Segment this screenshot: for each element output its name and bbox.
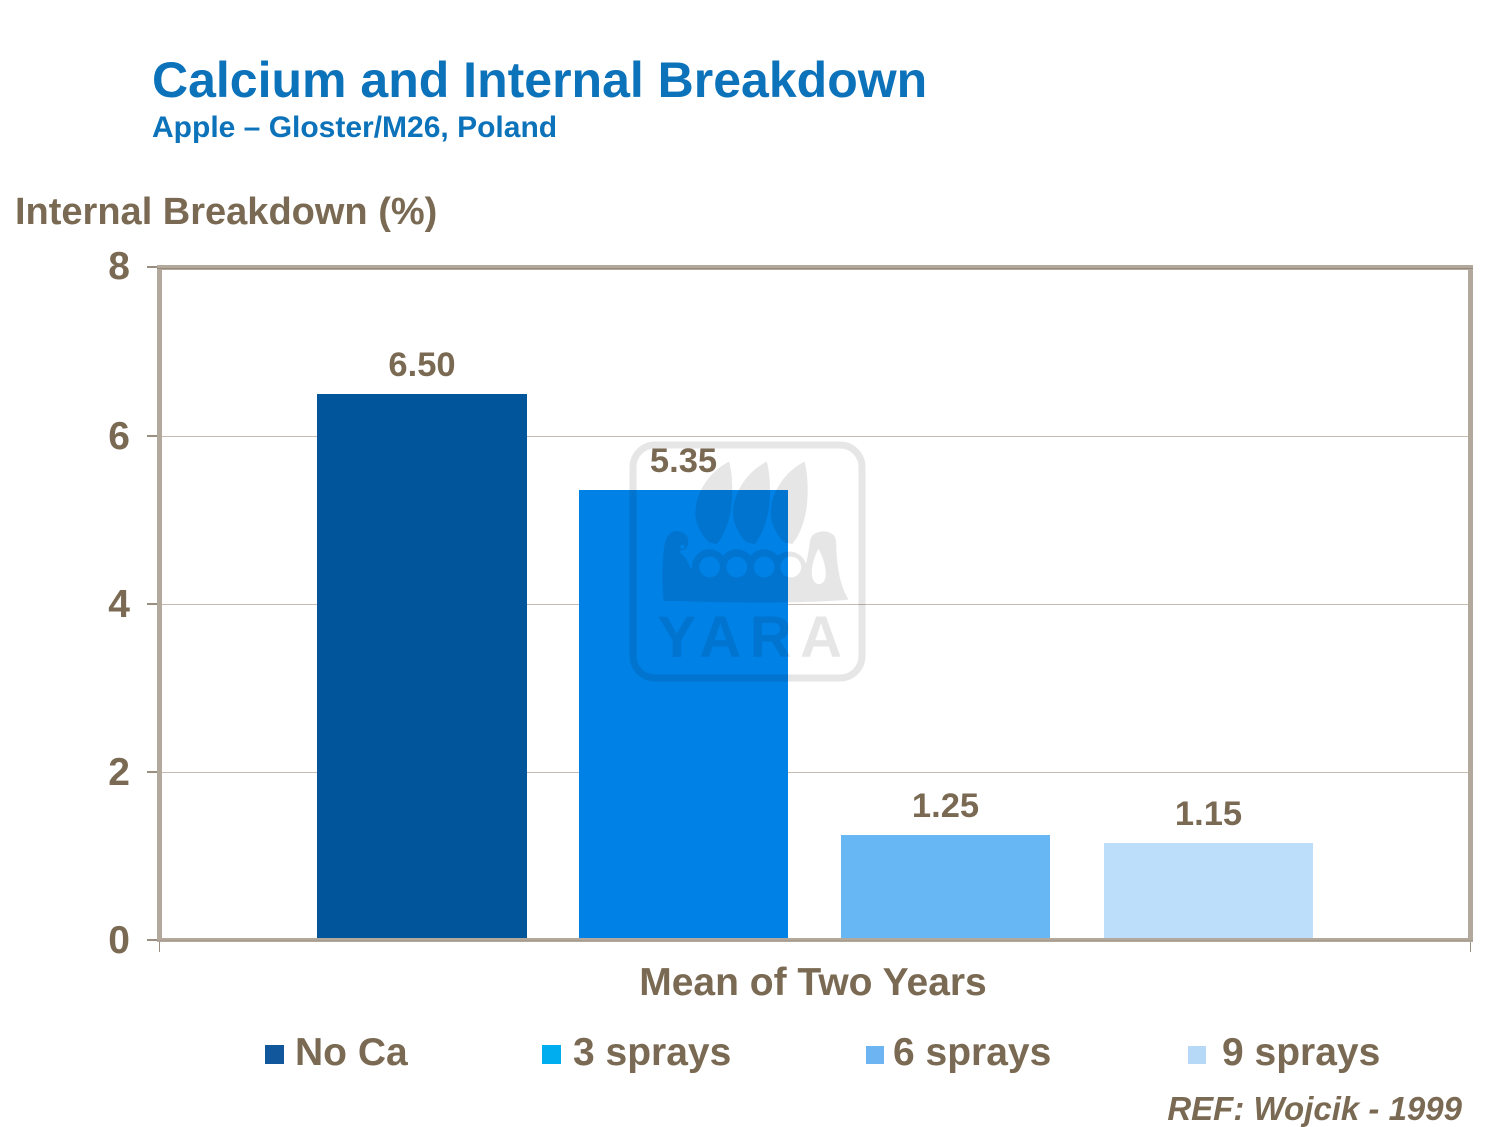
svg-text:YARA: YARA bbox=[657, 605, 850, 670]
